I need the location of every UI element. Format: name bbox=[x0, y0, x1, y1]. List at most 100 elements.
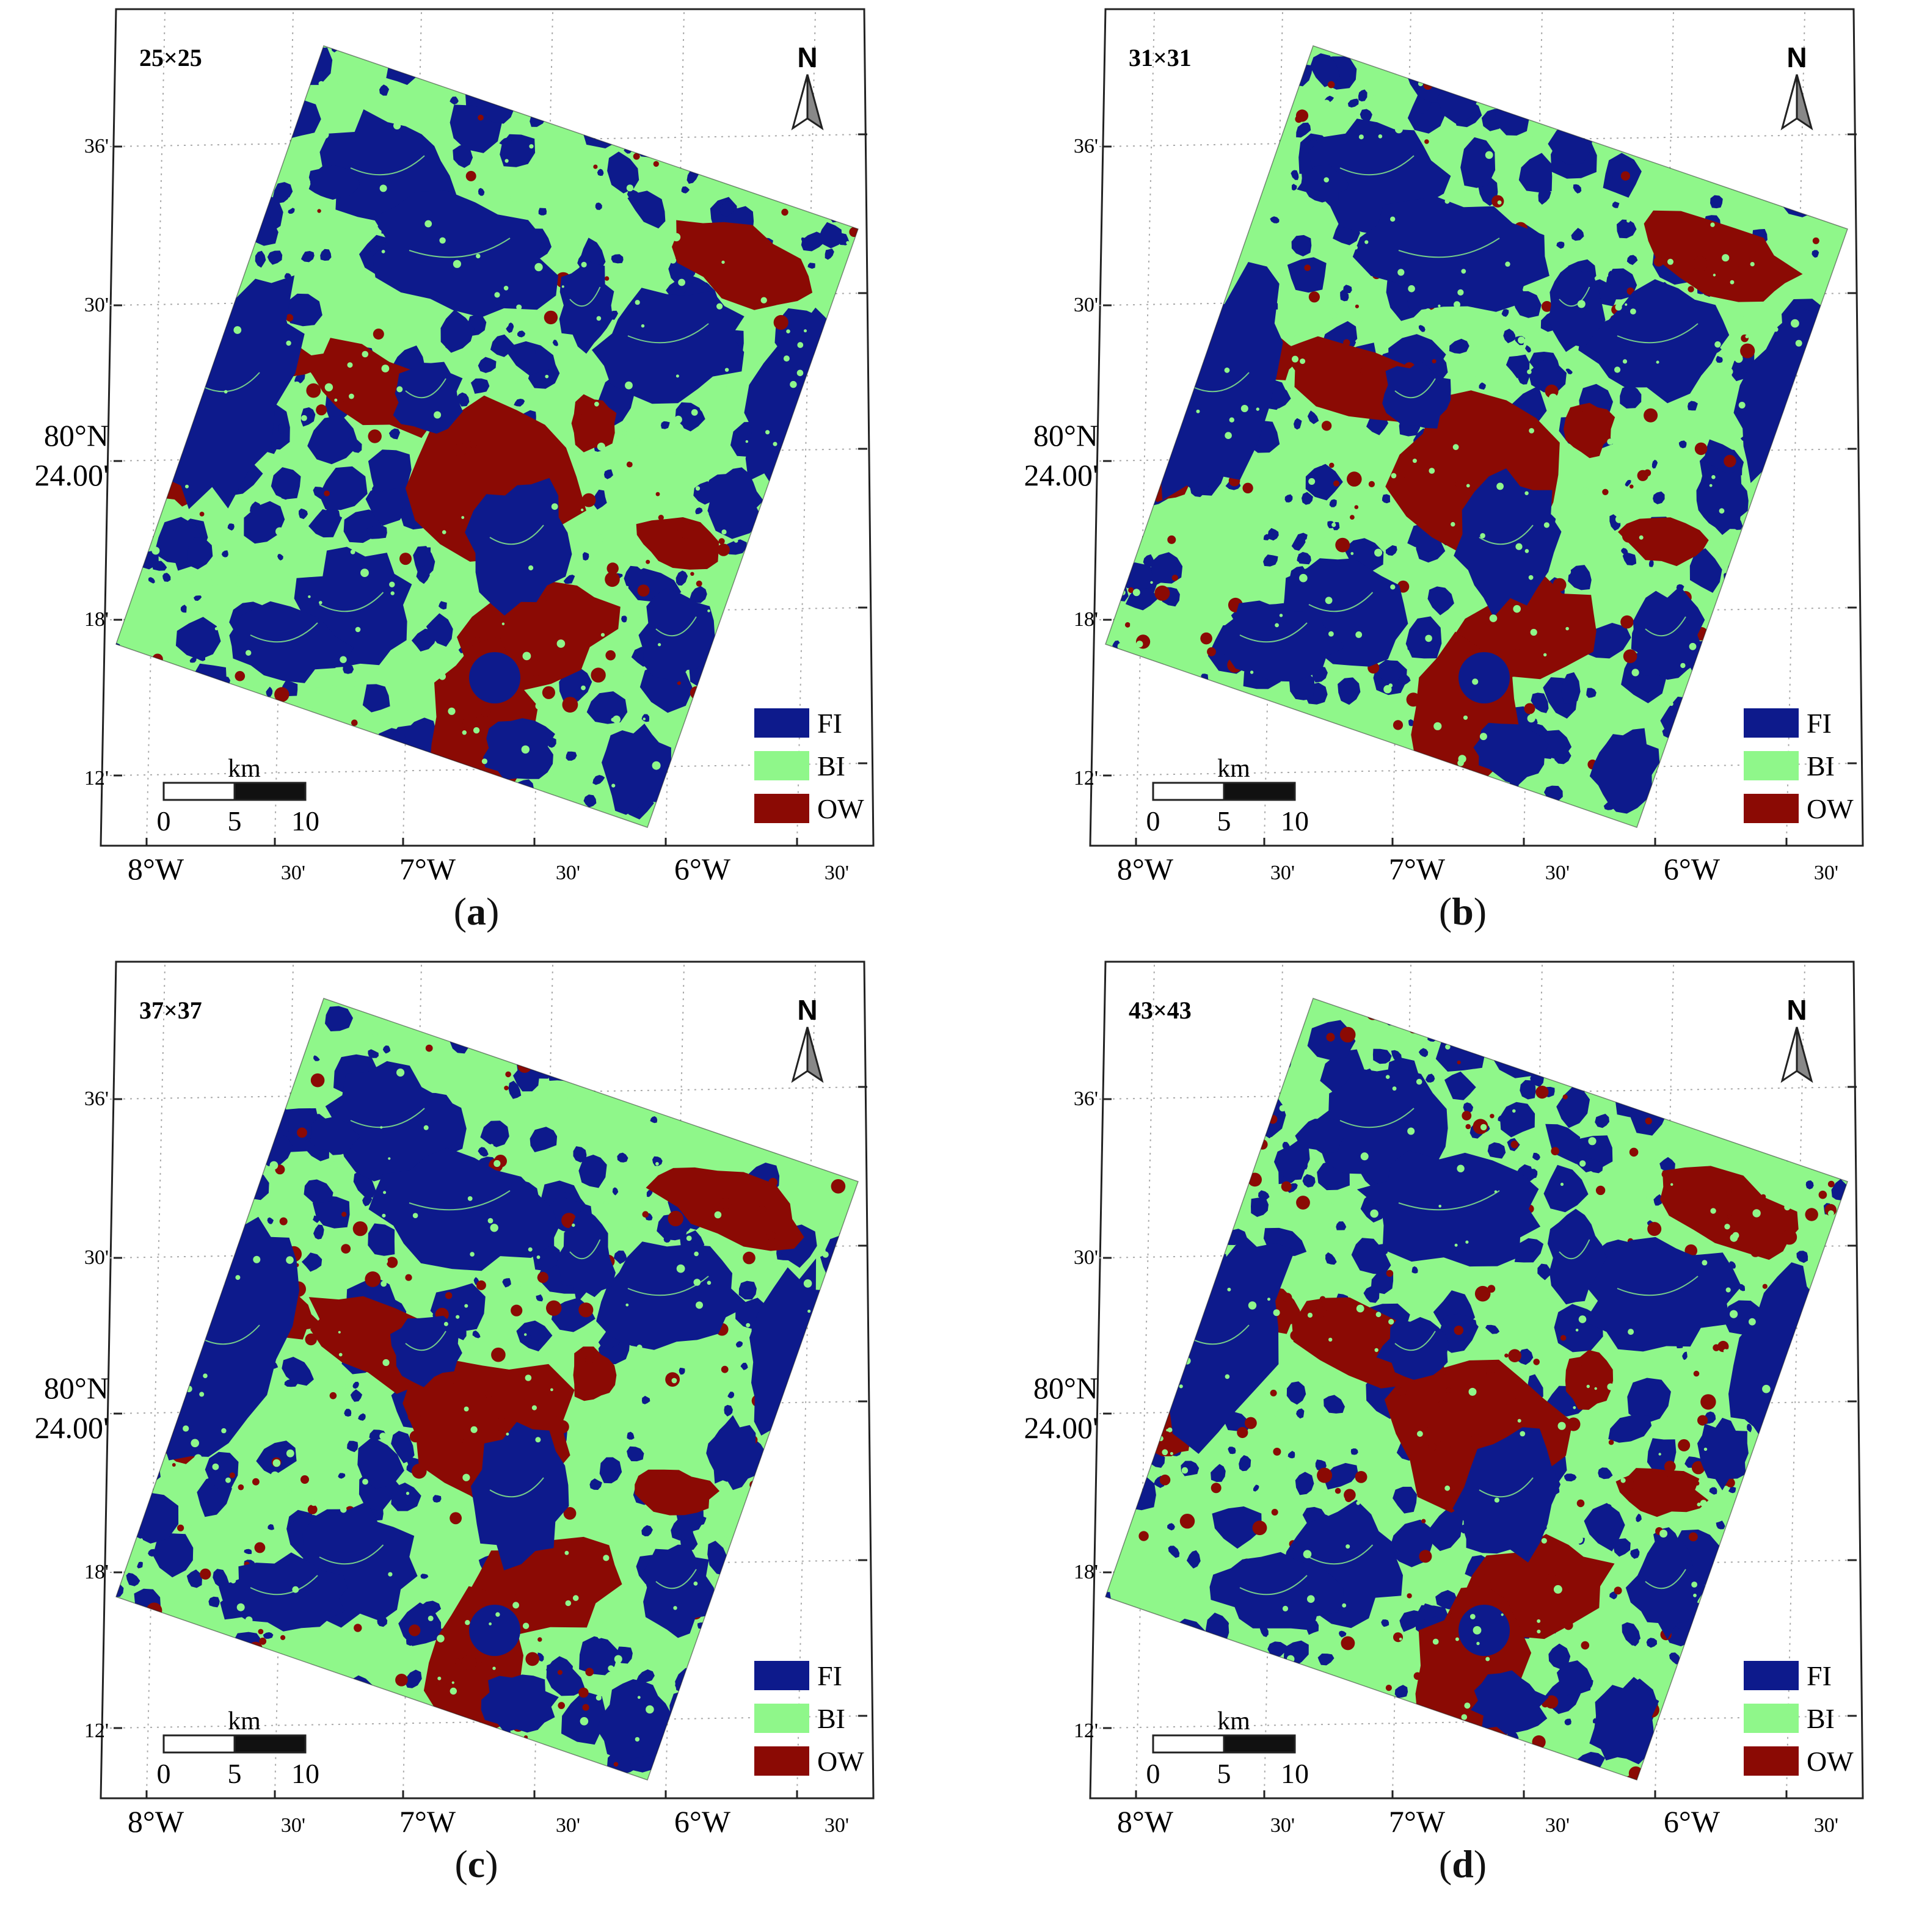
latitude-label: 80°N bbox=[44, 418, 109, 452]
scale-tick-label: 5 bbox=[1217, 805, 1231, 837]
map-panel-d: 43×43 N 36' 30' 80°N 24.00' 18' 12' 8°W 30' 7°W 30'… bbox=[1024, 961, 1864, 1839]
north-arrow-icon: N bbox=[1780, 42, 1813, 131]
panel-caption-letter: c bbox=[467, 1842, 486, 1886]
scale-bar: km 0 5 10 bbox=[1146, 755, 1309, 837]
longitude-label: 30' bbox=[556, 862, 580, 884]
latitude-label: 30' bbox=[1074, 294, 1098, 316]
north-arrow-icon: N bbox=[1780, 994, 1813, 1083]
scale-tick-label: 10 bbox=[291, 1758, 319, 1789]
legend-label-bi: BI bbox=[817, 1703, 845, 1734]
longitude-label: 30' bbox=[1270, 1814, 1295, 1837]
map-frame bbox=[100, 8, 875, 847]
longitude-label: 30' bbox=[1814, 862, 1838, 884]
legend-swatch-bi bbox=[1744, 1704, 1799, 1733]
north-label: N bbox=[1786, 994, 1807, 1026]
latitude-label: 24.00' bbox=[34, 458, 109, 492]
longitude-label: 30' bbox=[825, 1814, 849, 1837]
longitude-label: 6°W bbox=[1664, 1804, 1721, 1839]
longitude-label: 30' bbox=[556, 1814, 580, 1837]
scale-unit-label: km bbox=[1217, 755, 1250, 783]
longitude-label: 30' bbox=[1545, 862, 1570, 884]
longitude-label: 6°W bbox=[674, 1804, 731, 1839]
legend-label-bi: BI bbox=[1807, 750, 1835, 782]
scale-tick-label: 0 bbox=[1146, 1758, 1160, 1789]
latitude-label: 18' bbox=[1074, 1561, 1098, 1583]
latitude-label: 36' bbox=[1074, 135, 1098, 158]
scale-tick-label: 5 bbox=[1217, 1758, 1231, 1789]
north-arrow-icon: N bbox=[791, 42, 824, 131]
window-size-label: 31×31 bbox=[1129, 44, 1192, 71]
scale-tick-label: 0 bbox=[1146, 805, 1160, 837]
scale-tick-label: 5 bbox=[228, 1758, 242, 1789]
latitude-label: 18' bbox=[84, 1561, 109, 1583]
latitude-label: 12' bbox=[84, 767, 109, 790]
map-panel-b: 31×31 N 36' 30' 80°N 24.00' 18' 12' 8°W 30' 7°W 30'… bbox=[1024, 8, 1864, 886]
scale-unit-label: km bbox=[228, 1707, 261, 1735]
scale-unit-label: km bbox=[228, 755, 261, 783]
latitude-label: 12' bbox=[1074, 767, 1098, 790]
latitude-label: 80°N bbox=[1033, 418, 1098, 452]
legend-swatch-bi bbox=[754, 751, 809, 780]
legend-swatch-ow bbox=[754, 794, 809, 823]
latitude-label: 36' bbox=[84, 135, 109, 158]
legend-label-ow: OW bbox=[1807, 1746, 1854, 1777]
legend: FI BI OW bbox=[1744, 1660, 1854, 1777]
scale-tick-label: 5 bbox=[228, 805, 242, 837]
legend-label-ow: OW bbox=[1807, 793, 1854, 824]
scale-tick-label: 10 bbox=[1281, 1758, 1309, 1789]
north-label: N bbox=[797, 994, 817, 1026]
legend-swatch-ow bbox=[1744, 794, 1799, 823]
longitude-label: 30' bbox=[1545, 1814, 1570, 1837]
longitude-label: 30' bbox=[1814, 1814, 1838, 1837]
longitude-label: 7°W bbox=[399, 852, 456, 886]
panel-caption: (c) bbox=[454, 1842, 498, 1886]
latitude-label: 30' bbox=[84, 1246, 109, 1269]
latitude-label: 24.00' bbox=[34, 1411, 109, 1445]
panel-caption: (a) bbox=[453, 890, 500, 933]
panel-caption-letter: a bbox=[467, 890, 486, 933]
latitude-label: 12' bbox=[84, 1720, 109, 1742]
legend-label-ow: OW bbox=[817, 793, 864, 824]
scale-unit-label: km bbox=[1217, 1707, 1250, 1735]
map-panel-a: 25×25 N 36' 30' 80°N 24.00' 18' 12' 8°W 30' 7°W 30'… bbox=[34, 8, 875, 886]
longitude-label: 30' bbox=[1270, 862, 1295, 884]
longitude-label: 30' bbox=[281, 862, 305, 884]
latitude-label: 24.00' bbox=[1024, 458, 1098, 492]
longitude-label: 8°W bbox=[1117, 852, 1174, 886]
window-size-label: 43×43 bbox=[1129, 997, 1192, 1024]
longitude-label: 6°W bbox=[674, 852, 731, 886]
latitude-label: 80°N bbox=[44, 1371, 109, 1405]
panel-caption-letter: d bbox=[1452, 1842, 1474, 1886]
latitude-label: 36' bbox=[84, 1088, 109, 1110]
longitude-label: 7°W bbox=[1389, 1804, 1446, 1839]
longitude-label: 7°W bbox=[1389, 852, 1446, 886]
north-label: N bbox=[797, 42, 817, 73]
scale-tick-label: 10 bbox=[291, 805, 319, 837]
longitude-label: 6°W bbox=[1664, 852, 1721, 886]
legend-label-ow: OW bbox=[817, 1746, 864, 1777]
map-frame bbox=[100, 961, 875, 1799]
panel-caption-letter: b bbox=[1452, 890, 1474, 933]
legend-label-bi: BI bbox=[817, 750, 845, 782]
scale-bar: km 0 5 10 bbox=[1146, 1707, 1309, 1789]
legend-swatch-ow bbox=[754, 1746, 809, 1776]
scale-bar: km 0 5 10 bbox=[157, 1707, 320, 1789]
legend: FI BI OW bbox=[754, 1660, 864, 1777]
longitude-label: 30' bbox=[281, 1814, 305, 1837]
latitude-label: 12' bbox=[1074, 1720, 1098, 1742]
scale-tick-label: 10 bbox=[1281, 805, 1309, 837]
legend-swatch-bi bbox=[754, 1704, 809, 1733]
north-arrow-icon: N bbox=[791, 994, 824, 1083]
scale-tick-label: 0 bbox=[157, 805, 171, 837]
legend-label-fi: FI bbox=[1807, 1660, 1832, 1691]
longitude-label: 8°W bbox=[128, 1804, 184, 1839]
legend-label-fi: FI bbox=[1807, 708, 1832, 739]
legend-label-fi: FI bbox=[817, 1660, 842, 1691]
north-label: N bbox=[1786, 42, 1807, 73]
map-frame bbox=[1089, 8, 1864, 847]
legend-label-bi: BI bbox=[1807, 1703, 1835, 1734]
scale-bar: km 0 5 10 bbox=[157, 755, 320, 837]
window-size-label: 37×37 bbox=[139, 997, 202, 1024]
window-size-label: 25×25 bbox=[139, 44, 202, 71]
